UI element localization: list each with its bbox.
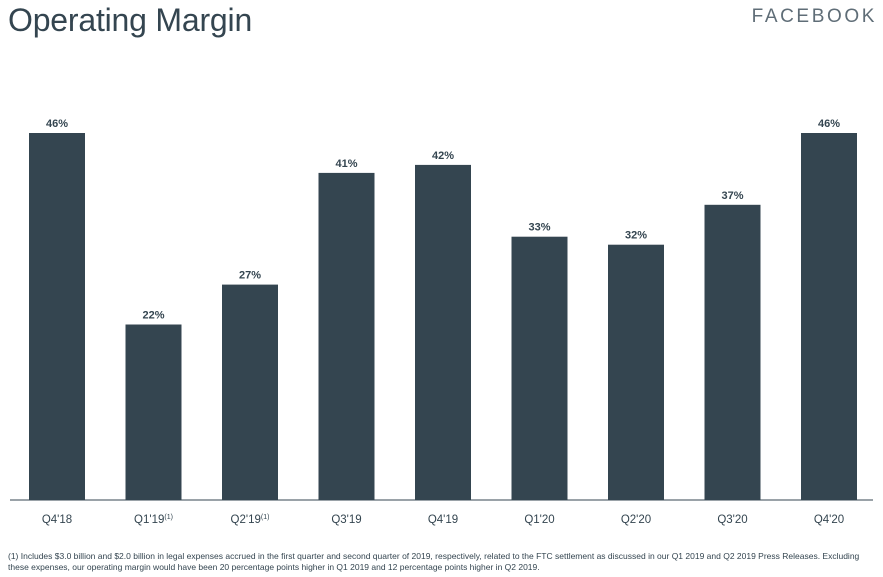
x-tick-label-text: Q3'20 (717, 514, 747, 526)
bar-q320 (704, 204, 761, 501)
x-tick-label-text: Q1'20 (524, 514, 554, 526)
footnote: (1) Includes $3.0 billion and $2.0 billi… (8, 551, 860, 572)
bar-q220 (608, 244, 664, 500)
x-tick-label-text: Q2'19 (231, 514, 261, 526)
bar-value-label: 46% (46, 118, 68, 130)
bar-value-label: 22% (142, 310, 164, 322)
bar-q219 (222, 284, 278, 500)
x-tick-label: Q4'18 (42, 514, 72, 526)
brand-logo: FACEBOOK (751, 6, 877, 27)
x-tick-labels-group: Q4'18 Q1'19(1) Q2'19(1) Q3'19 Q4'19 Q1'20 Q2'2… (42, 514, 844, 526)
x-tick-label: Q4'19 (428, 514, 458, 526)
bar-q319 (318, 172, 375, 500)
x-tick-label: Q4'20 (814, 514, 844, 526)
bar-q420 (801, 133, 857, 500)
bar-value-label: 42% (432, 150, 454, 162)
x-tick-label: Q1'19(1) (134, 514, 173, 526)
bar-q418 (29, 133, 85, 500)
bar-value-label: 41% (335, 158, 357, 170)
x-tick-label-text: Q2'20 (621, 514, 651, 526)
x-tick-label-text: Q4'20 (814, 514, 844, 526)
x-tick-label: Q3'19 (331, 514, 361, 526)
bar-value-label: 46% (818, 118, 840, 130)
bar-value-label: 37% (721, 190, 743, 202)
x-tick-label-text: Q1'19 (134, 514, 164, 526)
x-tick-footnote-marker: (1) (164, 514, 173, 521)
bars-group (29, 133, 857, 501)
x-tick-label: Q2'20 (621, 514, 651, 526)
x-tick-footnote-marker: (1) (261, 514, 270, 521)
x-tick-label-text: Q4'19 (428, 514, 458, 526)
x-tick-label: Q3'20 (717, 514, 747, 526)
x-tick-label-text: Q3'19 (331, 514, 361, 526)
x-tick-label: Q1'20 (524, 514, 554, 526)
bar-value-label: 32% (625, 230, 647, 242)
x-tick-label-text: Q4'18 (42, 514, 72, 526)
operating-margin-bar-chart: 46%22%27%41%42%33%32%37%46% Q4'18 Q1'19(1… (10, 118, 873, 526)
bar-q119 (125, 324, 182, 500)
x-tick-label: Q2'19(1) (231, 514, 270, 526)
bar-value-label: 33% (528, 222, 550, 234)
bar-value-label: 27% (239, 270, 261, 282)
page-title: Operating Margin (8, 2, 253, 38)
bar-q120 (511, 236, 568, 500)
bar-labels-group: 46% 22% 27% 41% 42% 33% 32% 37% 46% (46, 118, 840, 322)
bar-q419 (415, 164, 471, 500)
